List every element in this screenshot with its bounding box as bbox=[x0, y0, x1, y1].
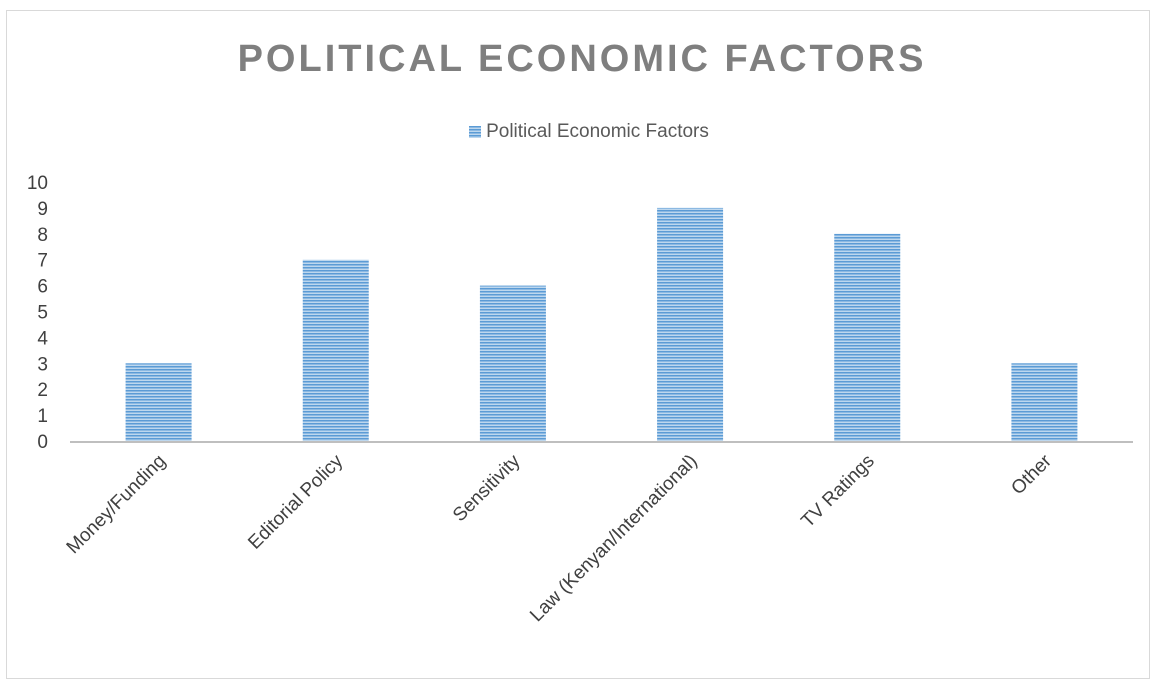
bar bbox=[834, 233, 901, 441]
bar bbox=[479, 285, 546, 441]
y-tick-label: 10 bbox=[27, 173, 48, 194]
legend-swatch bbox=[469, 126, 482, 138]
x-tick-label: Law (Kenyan/International) bbox=[526, 451, 701, 626]
y-tick-label: 3 bbox=[37, 354, 48, 375]
x-tick-label: Editorial Policy bbox=[244, 450, 347, 553]
y-tick-label: 7 bbox=[37, 251, 48, 272]
chart-title: POLITICAL ECONOMIC FACTORS bbox=[237, 38, 927, 80]
x-tick-label: TV Ratings bbox=[797, 451, 878, 532]
y-tick-label: 4 bbox=[37, 328, 48, 349]
y-tick-label: 0 bbox=[37, 432, 48, 453]
y-tick-label: 1 bbox=[37, 406, 48, 427]
legend: Political Economic Factors bbox=[0, 121, 1152, 143]
x-axis: Money/Funding Editorial Policy Sensitivity… bbox=[63, 450, 1057, 626]
bar bbox=[125, 363, 192, 441]
y-tick-label: 2 bbox=[37, 380, 48, 401]
x-tick-label: Sensitivity bbox=[449, 450, 525, 526]
y-tick-label: 6 bbox=[37, 277, 48, 298]
chart-frame bbox=[6, 10, 1150, 679]
y-tick-label: 5 bbox=[37, 303, 48, 324]
y-tick-label: 8 bbox=[37, 225, 48, 246]
y-axis: 0 1 2 3 4 5 6 7 8 9 10 bbox=[27, 173, 49, 453]
x-tick-label: Money/Funding bbox=[63, 451, 170, 558]
bars bbox=[125, 207, 1078, 441]
bar bbox=[1011, 363, 1078, 441]
bar bbox=[302, 259, 369, 441]
x-tick-label: Other bbox=[1007, 450, 1056, 499]
bar bbox=[657, 207, 724, 441]
legend-label: Political Economic Factors bbox=[486, 121, 709, 142]
y-tick-label: 9 bbox=[37, 199, 48, 220]
